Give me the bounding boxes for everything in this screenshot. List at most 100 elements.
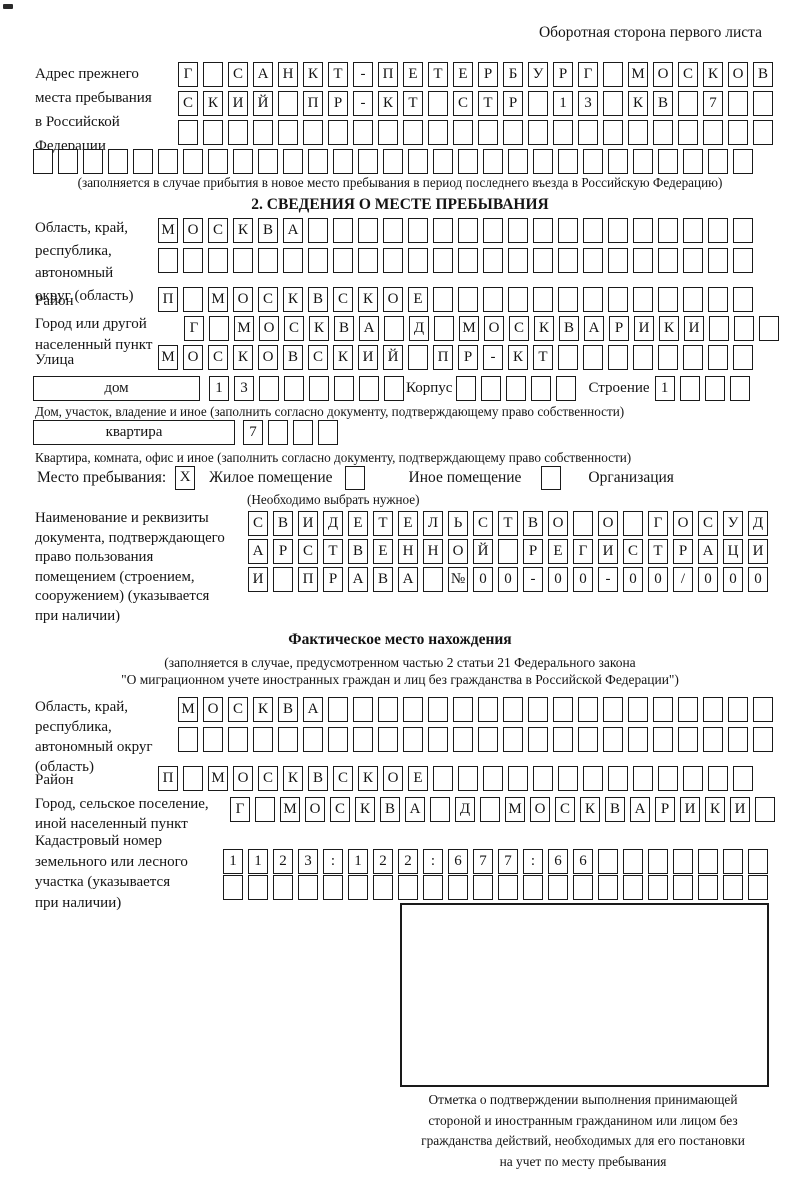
char-cell[interactable] <box>284 376 304 401</box>
char-cell[interactable]: М <box>628 62 648 87</box>
char-cell[interactable]: 0 <box>748 567 768 592</box>
char-cell[interactable] <box>498 875 518 900</box>
char-cell[interactable] <box>428 120 448 145</box>
char-cell[interactable]: 0 <box>548 567 568 592</box>
char-cell[interactable]: О <box>598 511 618 536</box>
char-cell[interactable]: Й <box>473 539 493 564</box>
char-cell[interactable] <box>753 727 773 752</box>
char-cell[interactable]: Д <box>323 511 343 536</box>
char-cell[interactable] <box>678 91 698 116</box>
char-cell[interactable]: И <box>228 91 248 116</box>
char-cell[interactable]: Р <box>553 62 573 87</box>
char-cell[interactable] <box>203 62 223 87</box>
char-cell[interactable] <box>548 875 568 900</box>
char-cell[interactable] <box>708 149 728 174</box>
char-cell[interactable] <box>683 287 703 312</box>
char-cell[interactable] <box>556 376 577 401</box>
char-cell[interactable]: Р <box>503 91 523 116</box>
char-cell[interactable] <box>258 149 278 174</box>
char-cell[interactable]: С <box>284 316 304 341</box>
char-cell[interactable] <box>679 376 700 401</box>
char-cell[interactable] <box>483 248 503 273</box>
char-cell[interactable] <box>348 875 368 900</box>
char-cell[interactable]: 7 <box>473 849 493 874</box>
char-cell[interactable] <box>303 120 323 145</box>
char-cell[interactable]: 3 <box>578 91 598 116</box>
char-cell[interactable]: 7 <box>703 91 723 116</box>
char-cell[interactable] <box>278 120 298 145</box>
char-cell[interactable] <box>503 120 523 145</box>
char-cell[interactable]: Т <box>403 91 423 116</box>
char-cell[interactable]: 1 <box>223 849 243 874</box>
char-cell[interactable] <box>608 766 628 791</box>
char-cell[interactable]: О <box>653 62 673 87</box>
char-cell[interactable]: 0 <box>498 567 518 592</box>
char-cell[interactable]: О <box>259 316 279 341</box>
char-cell[interactable] <box>353 697 373 722</box>
char-cell[interactable]: С <box>298 539 318 564</box>
char-cell[interactable] <box>408 218 428 243</box>
char-cell[interactable]: К <box>283 287 303 312</box>
char-cell[interactable]: 0 <box>623 567 643 592</box>
char-cell[interactable] <box>703 727 723 752</box>
char-cell[interactable] <box>378 120 398 145</box>
char-cell[interactable] <box>378 727 398 752</box>
char-cell[interactable] <box>333 218 353 243</box>
char-cell[interactable]: М <box>208 287 228 312</box>
char-cell[interactable] <box>603 62 623 87</box>
char-cell[interactable] <box>506 376 527 401</box>
char-cell[interactable]: Б <box>503 62 523 87</box>
char-cell[interactable] <box>433 766 453 791</box>
char-cell[interactable] <box>558 218 578 243</box>
char-cell[interactable] <box>408 248 428 273</box>
char-cell[interactable] <box>648 875 668 900</box>
char-cell[interactable]: 0 <box>698 567 718 592</box>
char-cell[interactable]: 2 <box>373 849 393 874</box>
char-cell[interactable]: Ц <box>723 539 743 564</box>
char-cell[interactable] <box>273 567 293 592</box>
char-cell[interactable] <box>478 120 498 145</box>
char-cell[interactable] <box>748 849 768 874</box>
char-cell[interactable]: Д <box>748 511 768 536</box>
char-cell[interactable]: А <box>303 697 323 722</box>
char-cell[interactable] <box>658 149 678 174</box>
char-cell[interactable]: : <box>323 849 343 874</box>
char-cell[interactable] <box>558 766 578 791</box>
char-cell[interactable] <box>298 875 318 900</box>
char-cell[interactable] <box>458 766 478 791</box>
char-cell[interactable]: Т <box>648 539 668 564</box>
char-cell[interactable] <box>456 376 477 401</box>
char-cell[interactable]: В <box>753 62 773 87</box>
char-cell[interactable]: В <box>653 91 673 116</box>
char-cell[interactable] <box>658 287 678 312</box>
char-cell[interactable] <box>423 875 443 900</box>
char-cell[interactable]: О <box>383 766 403 791</box>
char-cell[interactable]: Д <box>455 797 475 822</box>
char-cell[interactable] <box>293 420 313 445</box>
char-cell[interactable]: К <box>703 62 723 87</box>
char-cell[interactable] <box>528 120 548 145</box>
char-cell[interactable]: А <box>698 539 718 564</box>
char-cell[interactable] <box>753 697 773 722</box>
char-cell[interactable]: О <box>530 797 550 822</box>
char-cell[interactable]: Г <box>578 62 598 87</box>
char-cell[interactable]: С <box>208 218 228 243</box>
char-cell[interactable] <box>309 376 329 401</box>
char-cell[interactable]: - <box>353 91 373 116</box>
char-cell[interactable] <box>378 697 398 722</box>
char-cell[interactable]: И <box>680 797 700 822</box>
char-cell[interactable]: А <box>283 218 303 243</box>
char-cell[interactable]: Р <box>323 567 343 592</box>
char-cell[interactable] <box>633 149 653 174</box>
char-cell[interactable] <box>733 218 753 243</box>
char-cell[interactable] <box>278 91 298 116</box>
char-cell[interactable]: П <box>303 91 323 116</box>
char-cell[interactable]: Т <box>328 62 348 87</box>
char-cell[interactable]: М <box>178 697 198 722</box>
char-cell[interactable] <box>683 218 703 243</box>
char-cell[interactable] <box>608 218 628 243</box>
char-cell[interactable] <box>458 149 478 174</box>
char-cell[interactable] <box>533 218 553 243</box>
char-cell[interactable] <box>678 727 698 752</box>
char-cell[interactable] <box>433 149 453 174</box>
